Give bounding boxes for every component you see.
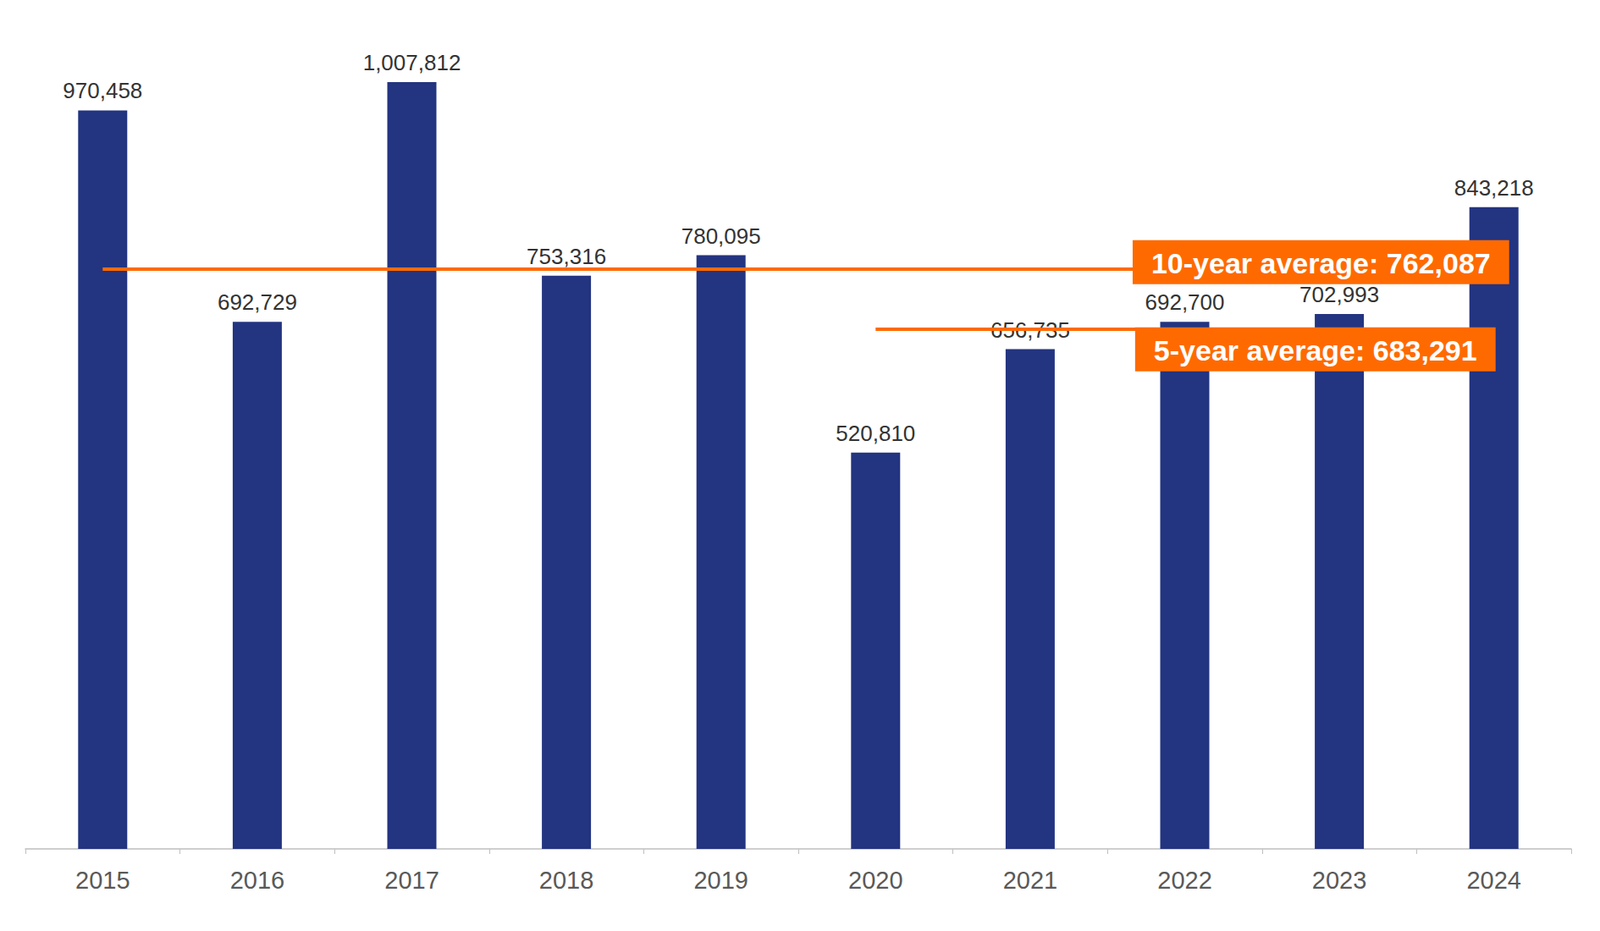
svg-text:2021: 2021: [1003, 866, 1059, 894]
svg-text:656,735: 656,735: [990, 317, 1070, 343]
svg-text:753,316: 753,316: [526, 243, 607, 270]
svg-text:5-year average: 683,291: 5-year average: 683,291: [1153, 334, 1478, 367]
svg-text:2024: 2024: [1466, 866, 1522, 894]
svg-text:2016: 2016: [230, 866, 286, 894]
svg-text:2020: 2020: [848, 866, 904, 894]
svg-text:2017: 2017: [384, 866, 440, 894]
svg-text:2022: 2022: [1157, 866, 1213, 894]
svg-text:1,007,812: 1,007,812: [363, 49, 462, 76]
svg-text:970,458: 970,458: [62, 77, 143, 104]
svg-text:843,218: 843,218: [1454, 175, 1534, 201]
svg-text:692,700: 692,700: [1145, 289, 1225, 315]
svg-text:702,993: 702,993: [1299, 281, 1380, 308]
svg-text:2015: 2015: [75, 866, 131, 894]
svg-text:2018: 2018: [539, 866, 595, 894]
svg-text:520,810: 520,810: [835, 420, 916, 447]
svg-text:692,729: 692,729: [217, 289, 298, 315]
svg-text:10-year average: 762,087: 10-year average: 762,087: [1151, 247, 1491, 280]
svg-text:2019: 2019: [693, 866, 749, 894]
svg-text:780,095: 780,095: [681, 223, 762, 249]
svg-text:2023: 2023: [1312, 866, 1368, 894]
